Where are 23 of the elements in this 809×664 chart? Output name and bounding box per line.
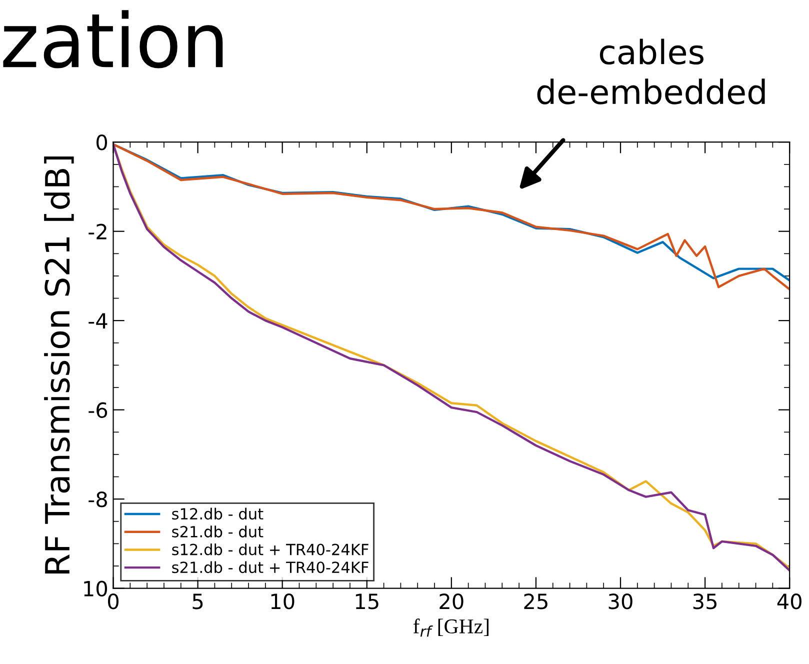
- chart-title: zation: [3, 10, 223, 68]
- x-tick-label: 30: [608, 594, 632, 610]
- legend-label: s12.db - dut: [172, 508, 264, 520]
- x-tick-label: 0: [108, 594, 119, 610]
- text: cables de-embedded: [537, 38, 765, 104]
- y-tick-label: -6: [88, 402, 108, 418]
- legend-label: s21.db - dut + TR40-24KF: [172, 561, 368, 574]
- x-tick-label: 5: [192, 594, 203, 610]
- x-axis-title: f$_{rf}$ [GHz]: [413, 618, 488, 637]
- x-tick-label: 40: [777, 594, 802, 610]
- y-tick-label: -2: [88, 224, 106, 240]
- x-tick-label: 25: [524, 594, 548, 610]
- y-tick-label: 10: [84, 580, 108, 597]
- x-tick-label: 15: [356, 594, 378, 610]
- x-tick-label: 10: [271, 594, 294, 610]
- y-tick-label: -8: [88, 492, 107, 508]
- legend-label: s21.db - dut: [172, 526, 264, 538]
- x-tick-label: 20: [440, 594, 464, 610]
- x-tick-label: 35: [693, 594, 716, 610]
- y-tick-label: -4: [88, 313, 108, 328]
- legend-label: s12.db - dut + TR40-24KF: [172, 543, 368, 556]
- y-tick-label: 0: [96, 134, 108, 150]
- y-axis-title: RF Transmission S21 [dB]: [44, 156, 74, 574]
